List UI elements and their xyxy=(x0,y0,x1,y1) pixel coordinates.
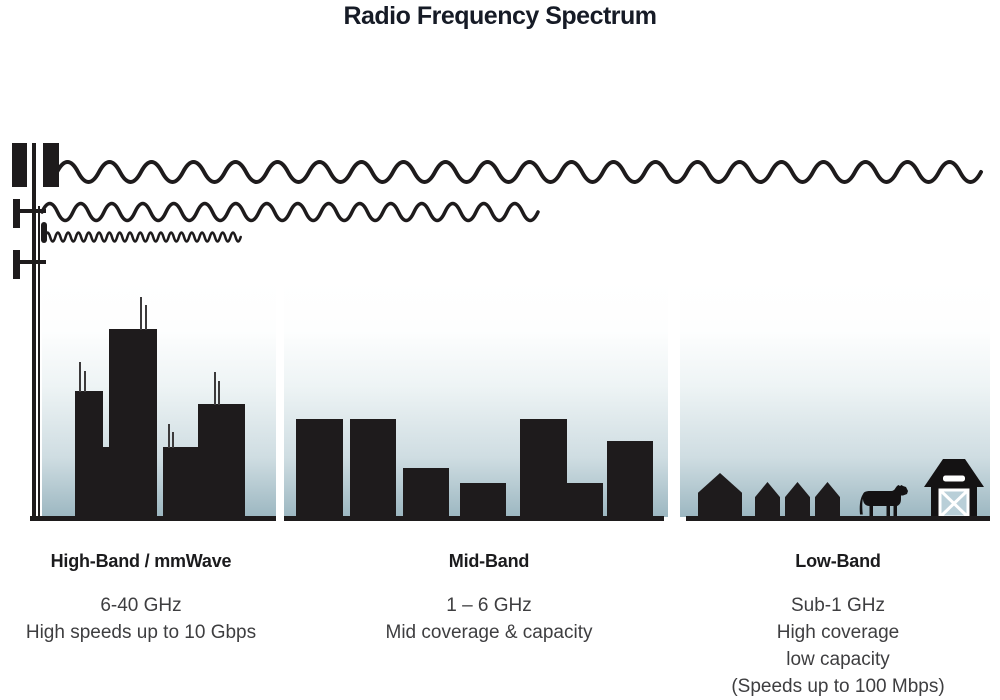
rooftop-antenna xyxy=(214,372,216,405)
band-description: High coverage xyxy=(776,622,900,643)
tower-small-panel-lower xyxy=(13,250,20,279)
sky-panel-mid-band xyxy=(284,278,668,517)
band-frequency: 6-40 GHz xyxy=(100,595,182,616)
diagram-title: Radio Frequency Spectrum xyxy=(343,2,657,30)
mid-rise-building xyxy=(567,483,603,520)
rooftop-antenna xyxy=(168,424,170,448)
skyscraper xyxy=(109,329,157,520)
cow-icon xyxy=(859,485,908,518)
band-description: low capacity xyxy=(786,649,890,670)
skyscraper xyxy=(163,447,198,520)
mid-rise-building xyxy=(403,468,449,520)
mid-rise-building xyxy=(350,419,396,520)
tower-crossbar-lower xyxy=(16,260,46,264)
rooftop-antenna xyxy=(218,381,220,405)
band-description: (Speeds up to 100 Mbps) xyxy=(731,676,945,697)
high-frequency-wave xyxy=(43,231,242,243)
mid-rise-building xyxy=(607,441,653,520)
tower-small-panel-upper xyxy=(13,199,20,228)
skyscraper xyxy=(103,447,109,520)
barn-roof xyxy=(924,459,984,487)
band-name: Low-Band xyxy=(795,551,881,571)
mid-rise-building xyxy=(296,419,343,520)
rooftop-antenna xyxy=(79,362,81,392)
label-low-band: Low-Band Sub-1 GHz High coverage low cap… xyxy=(708,551,968,700)
barn-icon xyxy=(924,459,984,518)
band-description: Mid coverage & capacity xyxy=(385,622,593,643)
ground-line-low-band xyxy=(686,516,990,521)
tower-mast xyxy=(32,143,36,518)
band-name: Mid-Band xyxy=(448,551,530,571)
rooftop-antenna xyxy=(145,305,147,330)
tower-antenna-panel-left xyxy=(12,143,27,187)
rooftop-antenna xyxy=(84,371,86,392)
barn-door xyxy=(938,488,970,518)
mid-rise-building xyxy=(460,483,506,520)
rooftop-antenna xyxy=(172,432,174,448)
skyscraper xyxy=(198,404,245,520)
band-frequency: Sub-1 GHz xyxy=(791,595,885,616)
low-frequency-wave xyxy=(55,160,983,184)
band-description: High speeds up to 10 Gbps xyxy=(25,622,257,643)
skyscraper xyxy=(75,391,103,520)
band-frequency: 1 – 6 GHz xyxy=(446,595,532,616)
band-name: High-Band / mmWave xyxy=(50,551,232,571)
tower-antenna-panel-right xyxy=(43,143,59,187)
tower-stub-antenna xyxy=(41,222,47,243)
tower-crossbar-upper xyxy=(16,209,46,213)
rooftop-antenna xyxy=(140,297,142,330)
tower-mast-secondary xyxy=(38,206,40,518)
ground-line-mid-band xyxy=(284,516,664,521)
ground-line-high-band xyxy=(30,516,276,521)
barn-vent xyxy=(943,475,965,482)
label-mid-band: Mid-Band 1 – 6 GHz Mid coverage & capaci… xyxy=(359,551,619,646)
label-high-band: High-Band / mmWave 6-40 GHz High speeds … xyxy=(11,551,271,646)
mid-rise-building xyxy=(520,419,567,520)
mid-frequency-wave xyxy=(40,201,540,223)
